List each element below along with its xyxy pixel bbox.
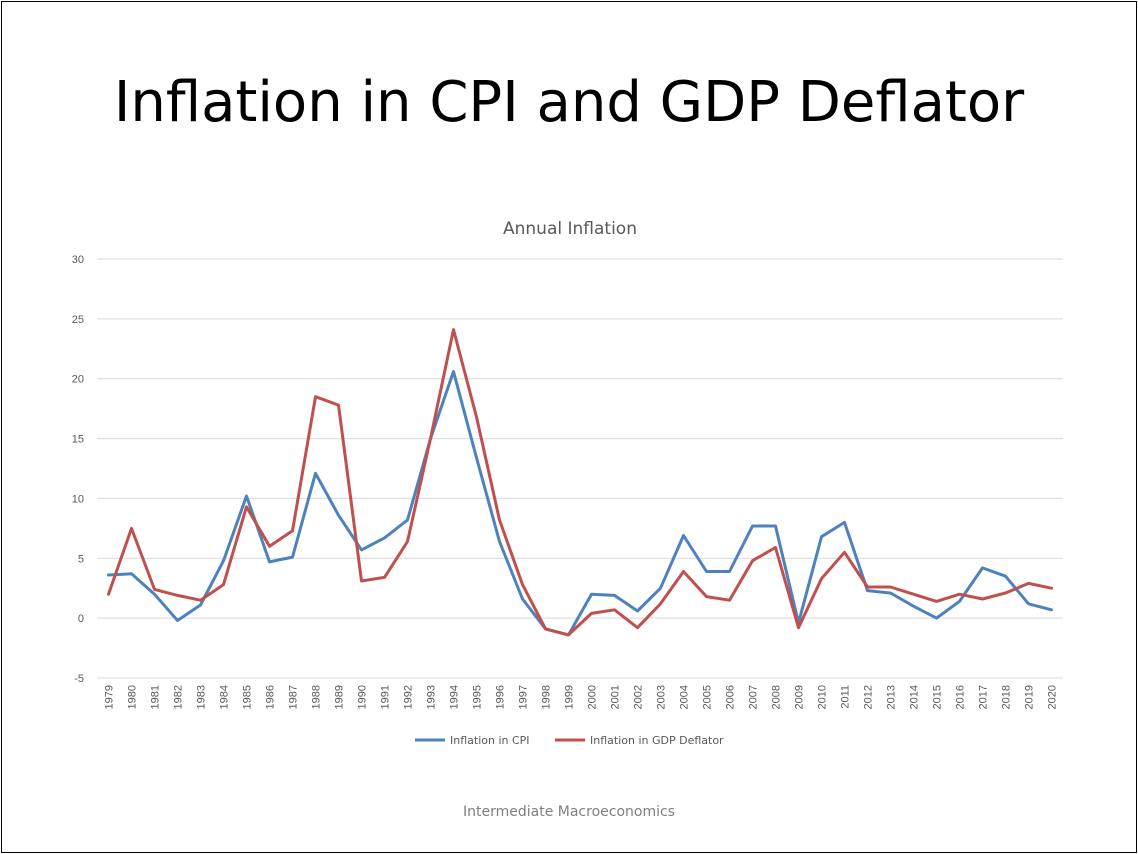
x-tick-label: 1990 — [357, 685, 369, 709]
x-tick-label: 1987 — [288, 685, 300, 709]
x-tick-label: 1988 — [311, 685, 323, 709]
y-tick-label: 25 — [72, 314, 84, 326]
x-tick-label: 2013 — [886, 685, 898, 709]
x-tick-label: 1997 — [518, 685, 530, 709]
x-tick-label: 1979 — [104, 685, 116, 709]
x-tick-label: 2008 — [771, 685, 783, 709]
x-tick-label: 2015 — [932, 685, 944, 709]
series-line-1 — [107, 328, 1053, 637]
slide-footer: Intermediate Macroeconomics — [463, 804, 675, 820]
x-tick-label: 1999 — [564, 685, 576, 709]
x-tick-label: 1986 — [265, 685, 277, 709]
x-tick-label: 1982 — [173, 685, 185, 709]
x-tick-label: 2014 — [909, 685, 921, 709]
x-tick-label: 1998 — [541, 685, 553, 709]
x-tick-label: 1984 — [219, 685, 231, 709]
series-lines — [107, 328, 1053, 637]
y-tick-label: 20 — [72, 374, 84, 386]
gridlines — [97, 258, 1063, 679]
x-tick-label: 2003 — [656, 685, 668, 709]
x-tick-label: 2011 — [840, 685, 852, 709]
x-tick-label: 2004 — [679, 685, 691, 709]
legend-label: Inflation in CPI — [450, 734, 530, 747]
chart-title: Annual Inflation — [503, 219, 637, 239]
x-tick-label: 1994 — [449, 685, 461, 709]
x-tick-label: 1985 — [242, 685, 254, 709]
x-tick-label: 2018 — [1001, 685, 1013, 709]
x-tick-label: 2007 — [748, 685, 760, 709]
x-tick-label: 2009 — [794, 685, 806, 709]
y-tick-label: 15 — [72, 434, 84, 446]
y-tick-label: 30 — [72, 254, 84, 266]
slide-title: Inflation in CPI and GDP Deflator — [113, 70, 1025, 135]
x-tick-label: 1993 — [426, 685, 438, 709]
legend-label: Inflation in GDP Deflator — [590, 734, 724, 747]
x-tick-label: 2016 — [955, 685, 967, 709]
legend: Inflation in CPI Inflation in GDP Deflato… — [415, 734, 724, 747]
x-axis-ticks: 1979 1980 1981 1982 1983 1984 1985 1986 1987 1988… — [104, 685, 1059, 709]
x-tick-label: 2006 — [725, 685, 737, 709]
x-tick-label: 1995 — [472, 685, 484, 709]
x-tick-label: 2010 — [817, 685, 829, 709]
x-tick-label: 2005 — [702, 685, 714, 709]
x-tick-label: 1992 — [403, 685, 415, 709]
series-line-0 — [107, 370, 1053, 637]
y-tick-label: 5 — [78, 553, 84, 565]
y-tick-label: 0 — [78, 613, 84, 625]
x-tick-label: 1989 — [334, 685, 346, 709]
x-tick-label: 2002 — [633, 685, 645, 709]
y-tick-label: -5 — [74, 673, 84, 685]
x-tick-label: 1983 — [196, 685, 208, 709]
x-tick-label: 2020 — [1047, 685, 1059, 709]
x-tick-label: 1981 — [150, 685, 162, 709]
x-tick-label: 1980 — [127, 685, 139, 709]
x-tick-label: 2019 — [1024, 685, 1036, 709]
x-tick-label: 1991 — [380, 685, 392, 709]
y-axis-ticks: -5 0 5 10 15 20 25 30 — [72, 254, 84, 685]
x-tick-label: 2012 — [863, 685, 875, 709]
y-tick-label: 10 — [72, 493, 84, 505]
x-tick-label: 1996 — [495, 685, 507, 709]
x-tick-label: 2000 — [587, 685, 599, 709]
x-tick-label: 2001 — [610, 685, 622, 709]
x-tick-label: 2017 — [978, 685, 990, 709]
